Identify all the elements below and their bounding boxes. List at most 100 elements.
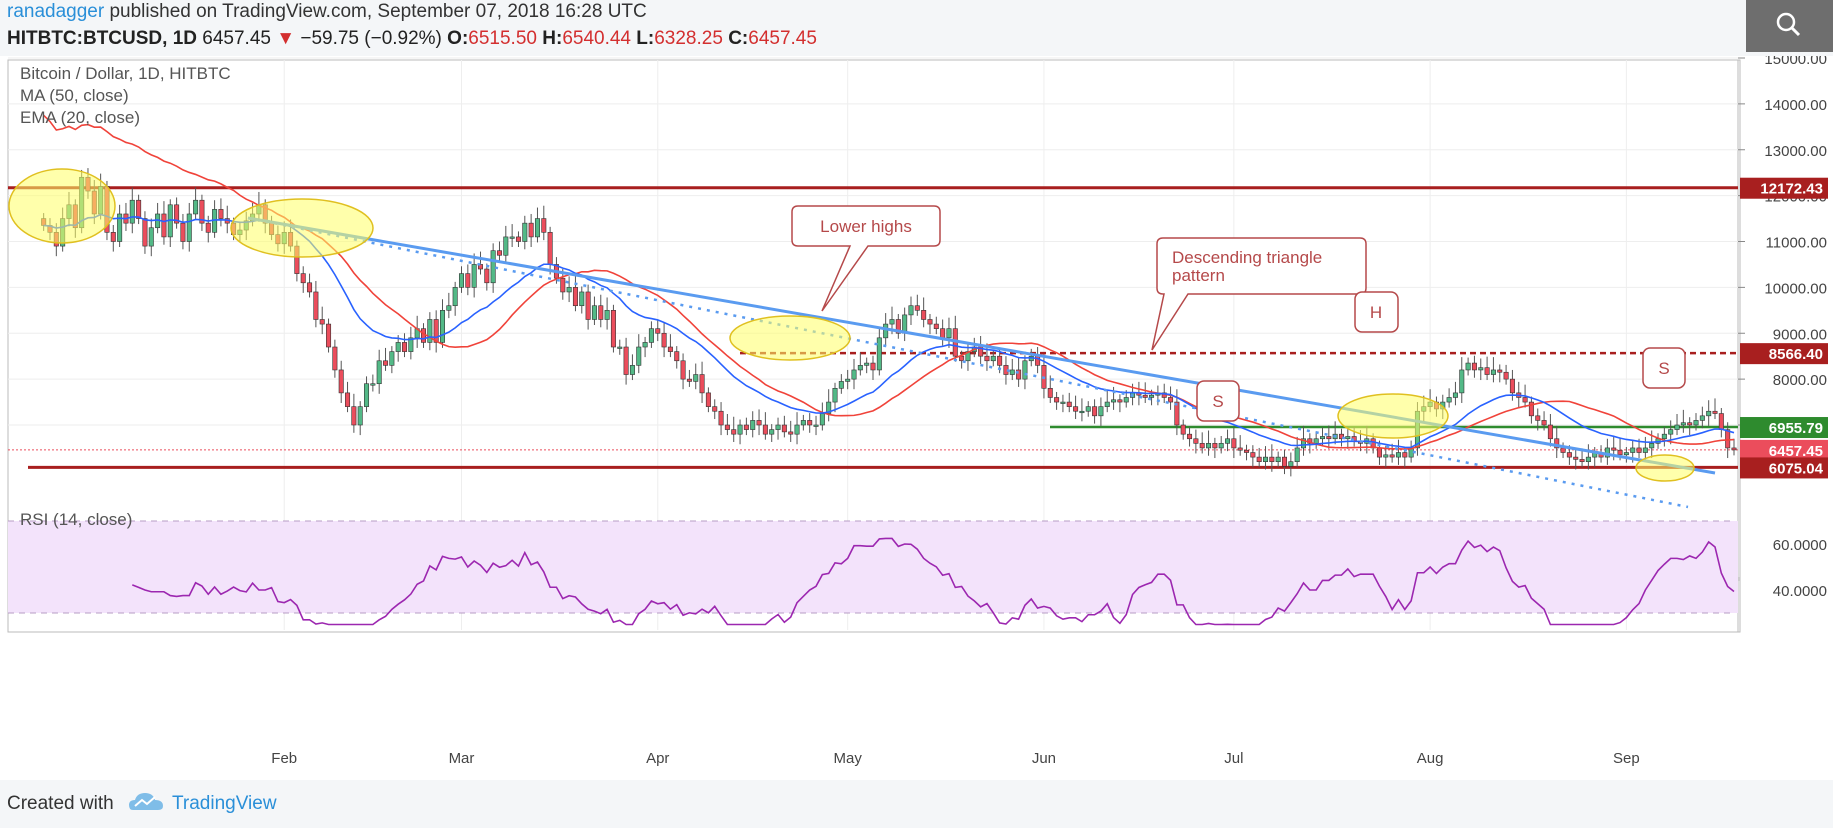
candle	[142, 211, 148, 254]
candle	[534, 207, 540, 243]
candle	[921, 297, 927, 328]
last-price: 6457.45	[202, 28, 271, 49]
descending-triangle-callout[interactable]: Descending triangle pattern	[1151, 237, 1367, 351]
candle	[895, 313, 901, 339]
descending-trendline[interactable]	[247, 216, 1716, 475]
search-button[interactable]	[1746, 0, 1833, 52]
right-shoulder-callout[interactable]: S	[1642, 347, 1686, 389]
candle	[1471, 355, 1477, 378]
candle	[452, 281, 458, 316]
candle	[503, 225, 509, 264]
candle	[813, 415, 819, 436]
candle	[439, 299, 445, 348]
candle	[408, 326, 414, 360]
candle	[946, 317, 952, 348]
left-shoulder-label: S	[1212, 392, 1223, 411]
time-tick-label: Jun	[1032, 750, 1056, 767]
candle	[1066, 392, 1072, 413]
candle	[218, 198, 224, 227]
candle	[914, 294, 920, 316]
publish-text: published on TradingView.com, September …	[104, 1, 647, 22]
candle	[1389, 443, 1395, 463]
time-tick-label: Mar	[449, 750, 475, 767]
candle	[1706, 400, 1712, 426]
right-shoulder-label: S	[1658, 359, 1669, 378]
candle	[1338, 428, 1344, 447]
candle	[598, 294, 604, 328]
candle	[610, 304, 616, 353]
publisher-link[interactable]: ranadagger	[7, 1, 105, 22]
candle	[712, 399, 718, 420]
time-tick-label: Feb	[271, 750, 297, 767]
price-label-text: 8566.40	[1769, 346, 1823, 363]
candle	[990, 350, 996, 367]
candle	[1092, 399, 1098, 424]
descending-triangle-label-2: pattern	[1172, 266, 1225, 285]
candle	[484, 263, 490, 291]
left-shoulder-callout[interactable]: S	[1196, 380, 1240, 422]
price-label-last: 6457.45	[1740, 439, 1828, 461]
candle	[129, 187, 135, 234]
candle	[496, 241, 502, 261]
candle	[1731, 438, 1737, 456]
candle	[1282, 449, 1288, 475]
rsi-band	[8, 521, 1738, 613]
candle	[1199, 432, 1205, 454]
rsi-line	[132, 537, 1735, 626]
candle	[345, 381, 351, 413]
candle	[509, 224, 515, 248]
candle	[326, 318, 332, 353]
candle	[845, 369, 851, 390]
head-label: H	[1370, 303, 1382, 322]
candle	[737, 419, 743, 445]
candle	[1054, 391, 1060, 410]
candle	[307, 273, 313, 298]
candle	[1687, 417, 1693, 436]
price-label-resistance-dashed: 8566.40	[1740, 343, 1828, 365]
price-tick-label: 10000.00	[1764, 280, 1827, 297]
candle	[800, 414, 806, 431]
candle	[680, 353, 686, 390]
candle	[1212, 437, 1218, 459]
tradingview-link[interactable]: TradingView	[172, 793, 277, 814]
candle	[1579, 448, 1585, 468]
open-label: O:	[447, 28, 469, 49]
candle	[1383, 445, 1389, 468]
candle	[851, 358, 857, 390]
price-tick-label: 8000.00	[1773, 372, 1827, 389]
candle	[762, 412, 768, 440]
candle	[617, 339, 623, 355]
descending-triangle-label-1: Descending triangle	[1172, 248, 1322, 267]
candle	[136, 194, 142, 225]
candle	[1225, 429, 1231, 452]
candle	[826, 389, 832, 422]
candle	[1079, 398, 1085, 422]
candle	[1541, 411, 1547, 431]
tradingview-cloud-icon[interactable]	[127, 790, 165, 816]
lower-highs-callout[interactable]: Lower highs	[791, 205, 941, 312]
candle	[579, 286, 585, 314]
legend-rsi: RSI (14, close)	[20, 510, 132, 529]
candle	[718, 402, 724, 436]
candle	[636, 334, 642, 374]
candle	[1484, 356, 1490, 381]
dotted-trendline[interactable]	[247, 216, 1689, 509]
price-label-text: 6457.45	[1769, 443, 1823, 460]
chart-canvas[interactable]: 15000.0014000.0013000.0012000.0011000.00…	[0, 56, 1833, 780]
candle	[1497, 364, 1503, 383]
price-tick-label: 11000.00	[1766, 235, 1827, 252]
candle	[1452, 381, 1458, 406]
time-tick-label: Apr	[646, 750, 669, 767]
candle	[1180, 419, 1186, 440]
candle	[376, 349, 382, 394]
candle	[604, 297, 610, 330]
candle	[629, 354, 635, 381]
candle	[1047, 375, 1053, 403]
highlight-ellipse-jul	[1337, 393, 1449, 439]
footer: Created with TradingView	[0, 780, 1833, 828]
candle	[338, 360, 344, 403]
price-tick-label: 15000.00	[1764, 56, 1827, 68]
candle	[750, 411, 756, 438]
head-callout[interactable]: H	[1354, 291, 1399, 333]
